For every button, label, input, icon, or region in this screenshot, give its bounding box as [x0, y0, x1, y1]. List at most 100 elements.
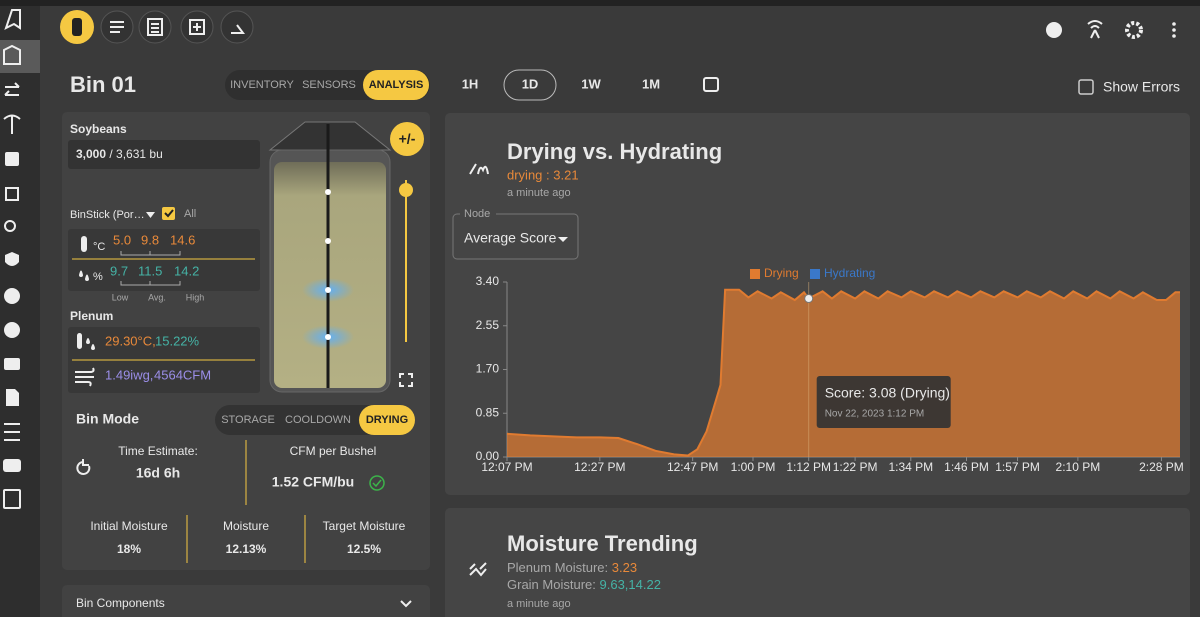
value: 9.63,14.22 [600, 577, 661, 592]
checkbox[interactable] [1078, 79, 1094, 95]
sensor [325, 334, 331, 340]
checkbox-all[interactable] [162, 207, 175, 220]
tooltip-title: Score: 3.08 (Drying) [825, 385, 950, 401]
caret [146, 212, 155, 218]
time-label: Time Estimate: [118, 444, 198, 458]
x-tick-label: 1:00 PM [731, 460, 776, 474]
sensor [325, 189, 331, 195]
sidebar [0, 6, 40, 617]
y-tick-label: 2.55 [476, 318, 500, 332]
help-icon[interactable] [1046, 22, 1062, 38]
nav-button[interactable] [220, 10, 254, 44]
moisture-label: Moisture [223, 519, 269, 533]
y-tick-label: 1.70 [476, 362, 500, 376]
sensor [325, 238, 331, 244]
amount: 3,000 [76, 147, 106, 161]
stat-label: Low [112, 292, 129, 302]
y-tick-label: 0.85 [476, 405, 500, 419]
sensor-select[interactable]: BinStick (Por… [70, 209, 145, 221]
mode-option[interactable]: DRYING [366, 414, 408, 426]
icon[interactable] [3, 489, 21, 509]
chart-title: Drying vs. Hydrating [507, 139, 722, 164]
bin-title: Bin 01 [70, 72, 136, 97]
show-errors: Show Errors [1103, 79, 1180, 95]
icon[interactable] [4, 9, 21, 30]
icon[interactable] [4, 288, 20, 304]
x-tick-label: 1:12 PM [786, 460, 831, 474]
x-tick-label: 12:27 PM [574, 460, 625, 474]
x-tick-label: 2:28 PM [1139, 460, 1184, 474]
icon[interactable] [4, 423, 20, 441]
icon[interactable] [3, 114, 21, 135]
icon[interactable] [4, 322, 20, 338]
range[interactable]: 1M [642, 76, 660, 91]
area [507, 289, 1180, 457]
nav-icons [110, 18, 245, 36]
icon[interactable] [6, 389, 19, 406]
calendar-icon[interactable] [703, 77, 719, 92]
tooltip-point [804, 293, 814, 303]
moisture-label: Target Moisture [323, 519, 406, 533]
label: Plenum Moisture: [507, 560, 608, 575]
node-select[interactable] [452, 213, 579, 260]
stat-label: Avg. [148, 292, 166, 302]
updated: a minute ago [507, 598, 571, 610]
slider-knob[interactable] [399, 183, 413, 197]
label: Grain Moisture: [507, 577, 596, 592]
time-value: 16d 6h [136, 465, 180, 481]
icon[interactable] [3, 459, 21, 472]
humidity-icon [79, 270, 89, 281]
signal-icon[interactable] [1087, 20, 1103, 39]
legend-swatch [810, 269, 820, 279]
capacity: / 3,631 bu [109, 147, 162, 161]
icon[interactable] [4, 358, 20, 370]
tab[interactable]: ANALYSIS [369, 79, 424, 91]
stat-label: High [186, 292, 205, 302]
thermometer [81, 236, 87, 252]
icon[interactable] [4, 82, 20, 96]
expand-icon[interactable] [399, 373, 413, 387]
icon[interactable] [4, 220, 16, 232]
amount-line: 3,000 / 3,631 bu [76, 147, 163, 161]
plot: 0.00 0.85 1.70 2.55 3.40 12:07 PM 12:27 PM 12:4… [476, 266, 1184, 474]
x-tick-label: 2:10 PM [1056, 460, 1101, 474]
range-active [503, 69, 557, 101]
plenum-rh: 15.22% [155, 333, 200, 348]
mode-option[interactable]: STORAGE [221, 414, 275, 426]
tab[interactable]: INVENTORY [230, 79, 294, 91]
x-tick-label: 1:46 PM [944, 460, 989, 474]
hum-avg: 11.5 [138, 263, 162, 278]
temp-high: 14.6 [170, 232, 195, 247]
caret [558, 237, 568, 242]
tooltip [816, 376, 951, 428]
x-tick-label: 12:07 PM [481, 460, 532, 474]
adjust-button[interactable] [390, 122, 424, 156]
tab[interactable]: SENSORS [302, 79, 356, 91]
amount-box [68, 140, 260, 169]
range[interactable]: 1W [581, 76, 601, 91]
components-panel[interactable] [62, 585, 430, 617]
icon[interactable] [5, 252, 19, 266]
mode-option[interactable]: COOLDOWN [285, 414, 351, 426]
range[interactable]: 1D [522, 76, 539, 91]
icon[interactable] [5, 152, 19, 166]
refresh-icon[interactable] [76, 459, 91, 475]
moisture-value: 12.13% [226, 542, 267, 556]
x-tick-label: 1:22 PM [833, 460, 878, 474]
moisture-label: Initial Moisture [90, 519, 168, 533]
ok-check [372, 479, 382, 488]
all-label: All [184, 208, 196, 220]
moisture-value: 12.5% [347, 542, 381, 556]
plenum-label: Plenum [70, 309, 113, 323]
hum-low: 9.7 [110, 263, 128, 278]
plenum-temp: 29.30°C, [105, 333, 156, 348]
adjust-label: +/- [399, 131, 416, 147]
icon[interactable] [3, 44, 21, 65]
range[interactable]: 1H [462, 76, 479, 91]
temp-avg: 9.8 [141, 232, 159, 247]
settings-icon[interactable] [1125, 21, 1143, 39]
icon[interactable] [5, 187, 19, 201]
menu-icon[interactable] [1172, 22, 1176, 38]
updated: a minute ago [507, 187, 571, 199]
range-bracket [120, 251, 181, 256]
